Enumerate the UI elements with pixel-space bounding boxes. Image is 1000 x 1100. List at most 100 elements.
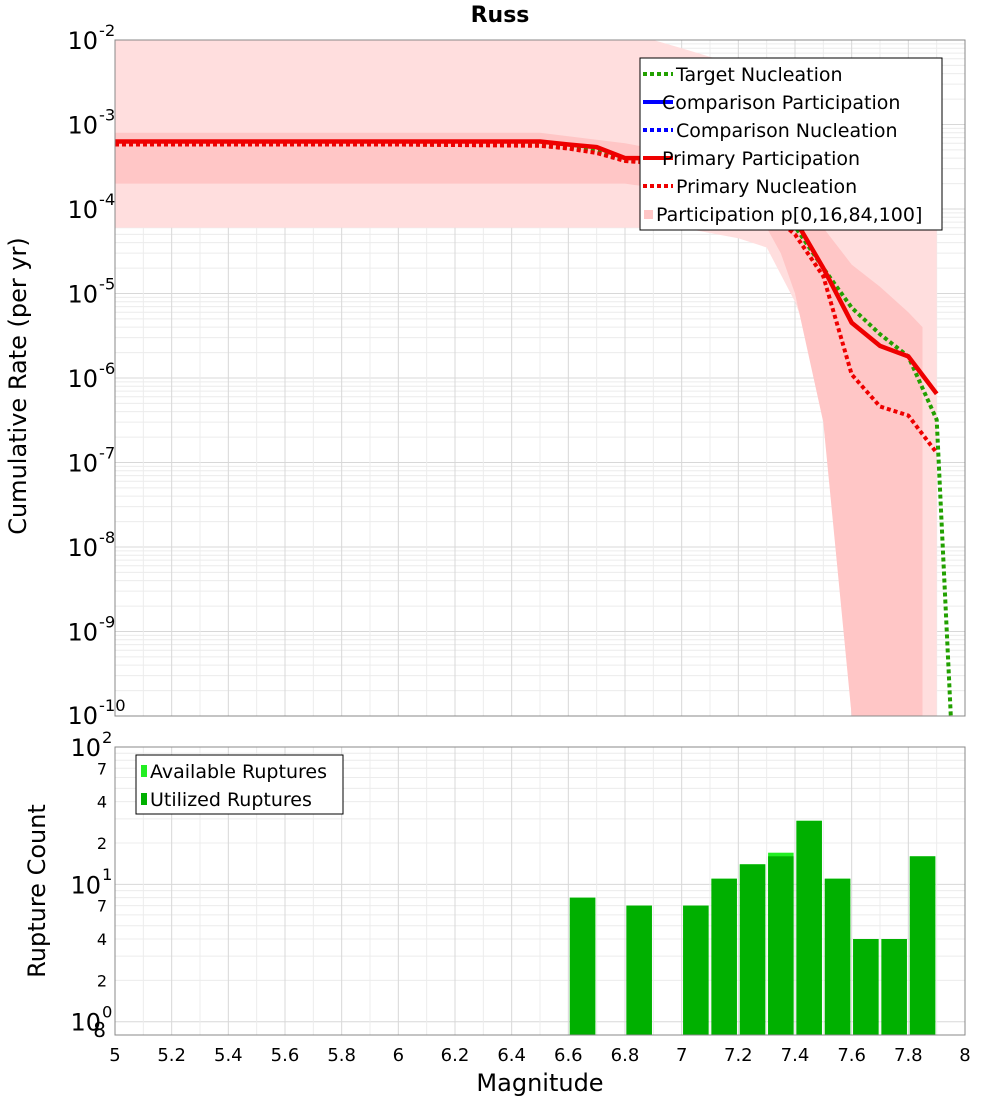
bottom-plot-border <box>114 746 966 1036</box>
x-tick-label: 7.6 <box>837 1045 866 1066</box>
bar-utilized-ruptures <box>711 878 737 1035</box>
tick-base: 10 <box>67 702 98 730</box>
y-minor-tick-label: 4 <box>97 930 107 949</box>
tick-exponent: -7 <box>99 443 115 462</box>
y-tick-label: 10 -9 <box>67 612 115 646</box>
legend-box <box>135 754 344 815</box>
y-tick-label: 10 -4 <box>67 190 115 224</box>
x-tick-label: 7 <box>676 1045 687 1066</box>
legend: Available Ruptures Utilized Ruptures <box>135 754 344 815</box>
y-tick-label: 10 1 <box>70 865 112 899</box>
y-minor-tick-label: 7 <box>97 897 107 916</box>
legend-swatch <box>141 765 147 777</box>
bar-utilized-ruptures <box>824 878 851 1035</box>
x-tick-label: 5 <box>109 1045 120 1066</box>
y-tick-label: 10 -2 <box>67 21 115 55</box>
tick-exponent: -8 <box>99 528 115 547</box>
legend: Target Nucleation Comparison Participatio… <box>639 57 943 231</box>
top-plot-border <box>114 39 966 717</box>
y-minor-tick-label: 4 <box>97 793 107 812</box>
x-tick-label: 8 <box>959 1045 970 1066</box>
x-tick-label: 7.2 <box>724 1045 753 1066</box>
legend-box <box>639 57 943 231</box>
legend-label: Primary Nucleation <box>676 176 857 198</box>
tick-base: 10 <box>70 871 101 899</box>
series-line-target-nucleation <box>115 142 953 717</box>
legend-label: Comparison Nucleation <box>676 120 898 142</box>
x-tick-label: 6.6 <box>554 1045 583 1066</box>
tick-base: 10 <box>67 196 98 224</box>
legend-label: Primary Participation <box>662 148 860 170</box>
tick-base: 10 <box>70 734 101 762</box>
bar-utilized-ruptures <box>768 856 794 1035</box>
x-tick-label: 6 <box>393 1045 404 1066</box>
y-axis-label: Cumulative Rate (per yr) <box>4 237 32 535</box>
tick-exponent: -5 <box>99 274 115 293</box>
tick-base: 10 <box>67 619 98 647</box>
tick-base: 10 <box>67 365 98 393</box>
legend-item: Primary Participation <box>643 148 860 170</box>
x-tick-label: 6.4 <box>497 1045 526 1066</box>
y-minor-tick-label: 7 <box>97 759 107 778</box>
tick-base: 10 <box>67 450 98 478</box>
x-tick-label: 6.2 <box>441 1045 470 1066</box>
y-tick-label: 10 -3 <box>67 105 115 139</box>
x-axis-label: Magnitude <box>476 1069 603 1097</box>
legend-label: Utilized Ruptures <box>150 789 312 811</box>
y-axis-label: Rupture Count <box>23 804 51 978</box>
x-tick-label: 7.8 <box>894 1045 923 1066</box>
tick-base: 10 <box>67 281 98 309</box>
x-tick-label: 5.4 <box>214 1045 243 1066</box>
x-tick-label: 7.4 <box>781 1045 810 1066</box>
bar-utilized-ruptures <box>683 905 709 1035</box>
legend-item: Utilized Ruptures <box>141 789 312 811</box>
y-minor-tick-label: 8 <box>93 1018 106 1042</box>
tick-exponent: -6 <box>99 359 115 378</box>
bar-utilized-ruptures <box>881 939 907 1035</box>
bar-utilized-ruptures <box>909 856 936 1035</box>
x-tick-label: 6.8 <box>611 1045 640 1066</box>
bar-utilized-ruptures <box>796 820 822 1035</box>
x-tick-label: 5.8 <box>327 1045 356 1066</box>
chart-title: Russ <box>471 3 530 28</box>
legend-swatch <box>644 210 653 219</box>
legend-swatch <box>141 793 147 805</box>
y-tick-label: 10 -5 <box>67 274 115 308</box>
y-tick-label: 10 -10 <box>67 696 125 730</box>
bar-utilized-ruptures <box>853 939 879 1035</box>
tick-exponent: -10 <box>99 696 126 715</box>
tick-base: 10 <box>67 112 98 140</box>
bar-utilized-ruptures <box>569 897 596 1035</box>
y-minor-tick-label: 2 <box>97 971 107 990</box>
tick-exponent: -2 <box>99 21 115 40</box>
tick-base: 10 <box>67 534 98 562</box>
bar-utilized-ruptures <box>626 905 652 1035</box>
y-tick-label: 10 -7 <box>67 443 115 477</box>
legend-item: Comparison Participation <box>643 92 900 114</box>
tick-base: 10 <box>70 1009 101 1037</box>
tick-exponent: 2 <box>102 728 112 747</box>
legend-item: Comparison Nucleation <box>643 120 898 142</box>
y-tick-label: 10 -6 <box>67 359 115 393</box>
legend-item: Available Ruptures <box>141 761 327 783</box>
tick-exponent: 0 <box>102 1002 112 1021</box>
tick-exponent: 1 <box>102 865 112 884</box>
legend-label: Comparison Participation <box>662 92 900 114</box>
tick-exponent: -9 <box>99 612 115 631</box>
x-tick-label: 5.6 <box>271 1045 300 1066</box>
series-line-primary-nucleation <box>115 142 939 455</box>
legend-item: Participation p[0,16,84,100] <box>644 204 922 226</box>
x-tick-label: 5.2 <box>157 1045 186 1066</box>
y-minor-tick-label: 2 <box>97 834 107 853</box>
legend-label: Available Ruptures <box>150 761 327 783</box>
y-tick-label: 10 2 <box>70 728 112 762</box>
y-tick-label: 10 -8 <box>67 528 115 562</box>
y-tick-label: 10 0 <box>70 1002 112 1036</box>
tick-exponent: -4 <box>99 190 115 209</box>
legend-item: Primary Nucleation <box>643 176 857 198</box>
tick-exponent: -3 <box>99 105 115 124</box>
legend-label: Target Nucleation <box>675 64 843 86</box>
legend-item: Target Nucleation <box>643 64 843 86</box>
